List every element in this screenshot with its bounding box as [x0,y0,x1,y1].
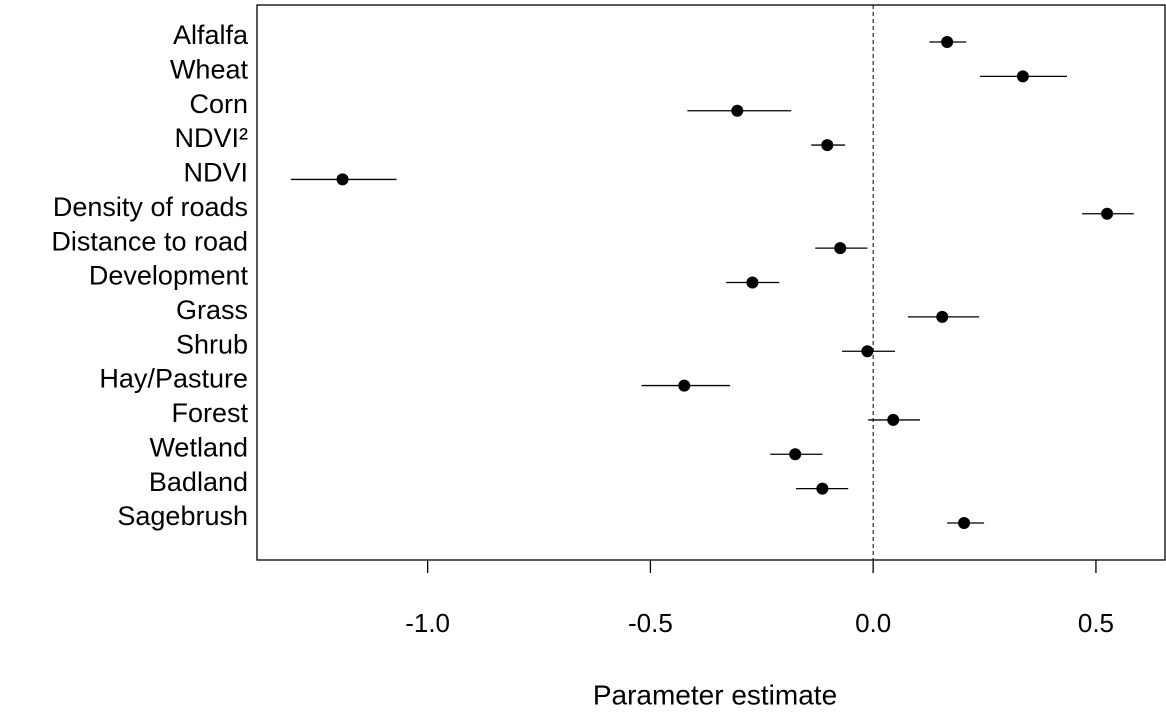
estimate-point [958,517,971,529]
x-tick-label: 0.0 [855,608,891,638]
category-label: Corn [189,89,248,119]
category-label: Distance to road [51,226,248,256]
x-axis-label: Parameter estimate [593,679,837,710]
category-label: Shrub [176,329,248,359]
estimate-point [821,139,834,152]
estimate-point [731,104,744,117]
estimate-point [1016,70,1029,83]
category-label: Badland [149,467,248,497]
estimate-point [789,448,802,461]
estimate-point [941,36,954,48]
category-label: Alfalfa [173,20,249,50]
category-label: Density of roads [53,192,248,222]
category-label: NDVI [183,158,248,188]
estimate-point [678,379,691,392]
estimate-point [746,276,759,289]
category-label: Wetland [149,432,248,462]
x-tick-label: 0.5 [1078,608,1114,638]
category-label: Grass [176,295,248,325]
category-label: Wheat [170,54,249,84]
category-label: Hay/Pasture [99,364,248,394]
estimate-point [336,173,349,186]
estimate-point [861,345,874,358]
x-tick-label: -0.5 [628,608,673,638]
category-label: Sagebrush [117,501,248,531]
estimate-point [1101,207,1114,220]
category-label: Forest [171,398,248,428]
plot-frame [256,4,1166,561]
x-tick-label: -1.0 [405,608,450,638]
estimate-point [887,413,900,426]
category-label: Development [89,261,249,291]
estimate-point [816,482,829,495]
category-label: NDVI² [175,123,249,153]
estimate-point [936,310,949,323]
estimate-point [834,242,847,255]
